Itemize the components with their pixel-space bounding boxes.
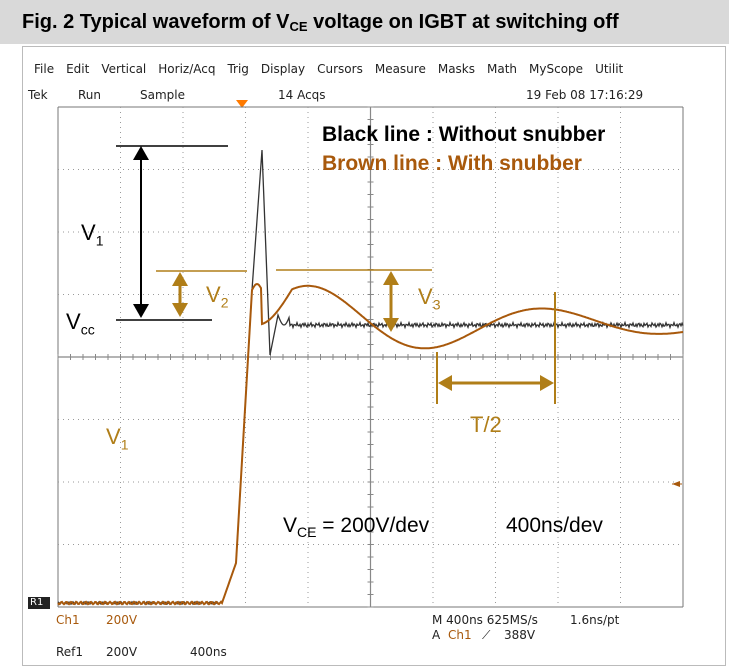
readout-ch1[interactable]: Ch1 — [56, 613, 80, 627]
scale-time: 400ns/dev — [506, 514, 603, 537]
readout-sample-interval: 1.6ns/pt — [570, 613, 620, 627]
trace-with-snubber — [57, 282, 684, 606]
v2-arrow-head-bottom — [172, 303, 188, 317]
title-text-1: Fig. 2 Typical waveform of V — [22, 11, 290, 33]
v3-arrow-head-bottom — [383, 318, 399, 332]
readout-horizontal[interactable]: M 400ns 625MS/s — [432, 613, 538, 627]
menu-item-edit[interactable]: Edit — [66, 62, 90, 76]
menu-item-measure[interactable]: Measure — [374, 62, 426, 76]
status-mode: Sample — [140, 88, 185, 102]
label-v1: V1 — [81, 220, 103, 248]
menu-item-horizacq[interactable]: Horiz/Acq — [158, 62, 216, 76]
menu-item-vertical[interactable]: Vertical — [101, 62, 147, 76]
label-v1-main: V — [81, 220, 96, 245]
scale-voltage: VCE = 200V/dev — [283, 514, 429, 540]
label-t-half: T/2 — [470, 412, 502, 437]
menu-item-myscope[interactable]: MyScope — [529, 62, 584, 76]
label-vcc-main: V — [66, 309, 81, 334]
figure-title: Fig. 2 Typical waveform of VCE voltage o… — [0, 0, 729, 44]
menu-item-masks[interactable]: Masks — [437, 62, 476, 76]
ref1-marker[interactable]: R1 — [28, 597, 50, 609]
label-v3: V3 — [418, 284, 440, 312]
scale-value: = 200V/dev — [316, 514, 430, 537]
label-v1-left: V1 — [106, 424, 128, 452]
menu-item-utilit[interactable]: Utilit — [595, 62, 624, 76]
label-vcc-sub: cc — [80, 321, 95, 338]
status-datetime: 19 Feb 08 17:16:29 — [526, 88, 644, 102]
scale-prefix: V — [283, 514, 298, 537]
readout-ref1-scale[interactable]: 200V — [106, 645, 138, 659]
t-half-arrow-head-left — [438, 375, 452, 391]
readout-ref1[interactable]: Ref1 — [56, 645, 84, 659]
menu-item-trig[interactable]: Trig — [227, 62, 249, 76]
readout-trigger-level[interactable]: 388V — [504, 628, 536, 642]
t-half-arrow-head-right — [540, 375, 554, 391]
menu-bar: File Edit Vertical Horiz/Acq Trig Display Curs… — [34, 62, 635, 76]
trigger-slope-icon: ⟋ — [482, 628, 491, 642]
label-v3-sub: 3 — [432, 296, 441, 313]
readout-ref1-time[interactable]: 400ns — [190, 645, 227, 659]
readout-trigger-source: A — [432, 628, 441, 642]
label-v1-left-sub: 1 — [120, 436, 129, 453]
v2-arrow-head-top — [172, 272, 188, 286]
legend-black: Black line : Without snubber — [322, 123, 606, 146]
v1-arrow-head-bottom — [133, 304, 149, 318]
trigger-position-marker[interactable] — [236, 100, 248, 108]
v1-arrow-head-top — [133, 146, 149, 160]
scale-sub: CE — [297, 524, 317, 541]
readout-ch1-scale[interactable]: 200V — [106, 613, 138, 627]
legend-brown: Brown line : With snubber — [322, 152, 582, 175]
label-v2-main: V — [206, 282, 221, 307]
label-v1-sub: 1 — [95, 232, 104, 249]
label-v2-sub: 2 — [220, 294, 229, 311]
menu-item-cursors[interactable]: Cursors — [317, 62, 363, 76]
status-acqs: 14 Acqs — [278, 88, 326, 102]
status-brand: Tek — [28, 88, 48, 102]
menu-item-math[interactable]: Math — [487, 62, 518, 76]
scope-window — [22, 46, 726, 666]
title-text-2: voltage on IGBT at switching off — [307, 11, 619, 33]
v3-arrow-head-top — [383, 271, 399, 285]
label-v1-left-main: V — [106, 424, 121, 449]
grid-lines — [57, 106, 684, 608]
label-v3-main: V — [418, 284, 433, 309]
menu-item-display[interactable]: Display — [260, 62, 306, 76]
readout-trigger-channel[interactable]: Ch1 — [448, 628, 472, 642]
label-v2: V2 — [206, 282, 228, 310]
menu-item-file[interactable]: File — [34, 62, 55, 76]
label-vcc: Vcc — [66, 309, 95, 337]
title-subscript: CE — [289, 19, 308, 34]
status-run: Run — [78, 88, 102, 102]
